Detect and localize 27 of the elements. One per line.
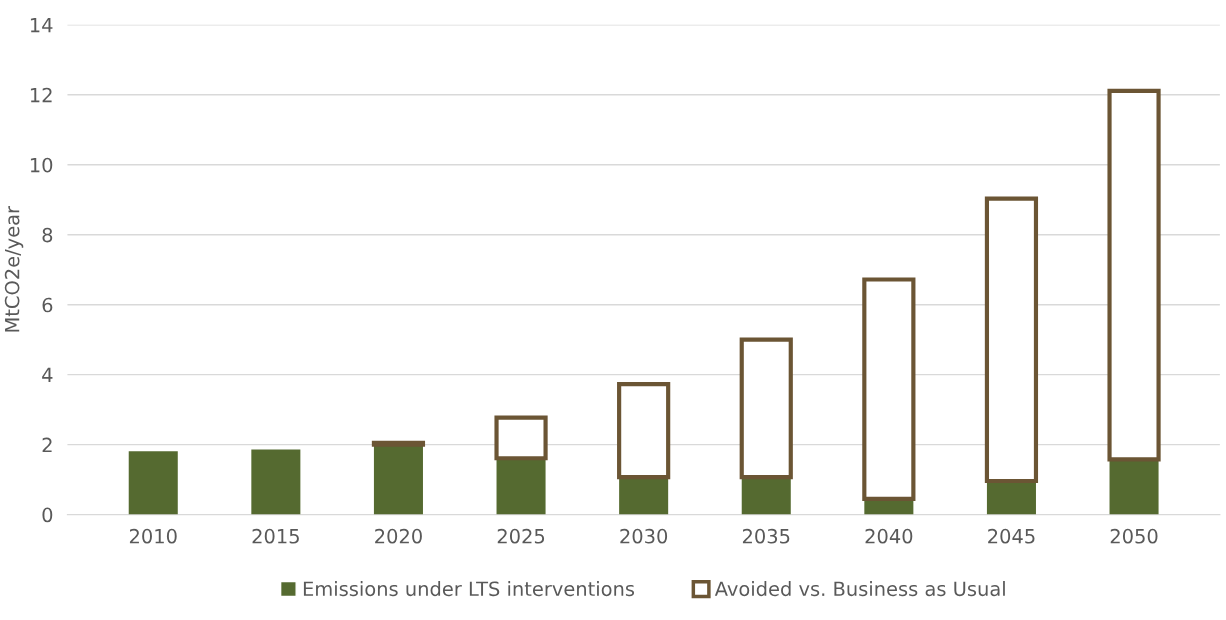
bar (741, 477, 791, 515)
y-tick-label: 4 (42, 367, 53, 383)
y-tick-label: 10 (30, 157, 53, 173)
y-tick-label: 6 (42, 297, 53, 313)
y-tick-label: 8 (42, 227, 53, 243)
x-tick-label: 2025 (497, 528, 545, 544)
y-tick-label: 12 (30, 87, 52, 103)
bar (986, 481, 1036, 515)
bar (251, 449, 301, 515)
x-tick-label: 2045 (988, 528, 1035, 544)
y-tick-label: 14 (30, 18, 53, 33)
bar (496, 458, 546, 515)
y-axis-title: MtCO2e/year (4, 205, 24, 332)
y-tick-label: 0 (42, 507, 53, 523)
x-tick-label: 2015 (252, 528, 299, 544)
bar (128, 451, 178, 515)
y-tick-label: 2 (42, 437, 52, 453)
x-tick-label: 2040 (865, 528, 913, 544)
x-tick-label: 2035 (742, 528, 790, 544)
bar (619, 477, 669, 515)
x-tick-label: 2050 (1110, 528, 1158, 544)
x-tick-label: 2020 (375, 528, 422, 544)
bar (1109, 459, 1159, 515)
legend-label: Avoided vs. Business as Usual (714, 581, 1005, 597)
x-tick-label: 2010 (129, 528, 177, 544)
x-tick-label: 2030 (620, 528, 668, 544)
legend-label: Emissions under LTS interventions (303, 581, 635, 597)
